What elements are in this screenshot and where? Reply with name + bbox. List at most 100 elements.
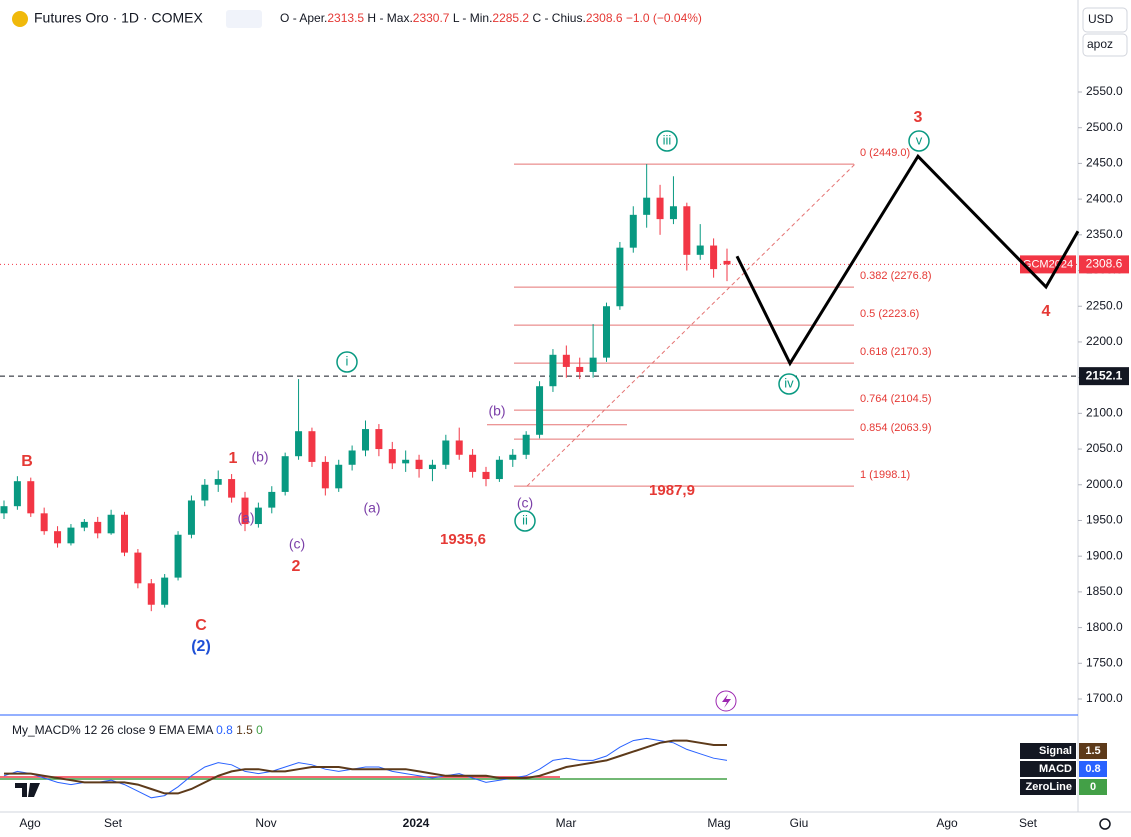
t: −1.0 (−0.04%) (626, 11, 702, 25)
candle-body (442, 440, 450, 465)
y-tick-label: 2200.0 (1086, 334, 1123, 348)
y-tick-label: 1850.0 (1086, 584, 1123, 598)
wave-label: (2) (191, 638, 211, 655)
y-tick-label: 2100.0 (1086, 406, 1123, 420)
symbol-title: Futures Oro · 1D · COMEX (34, 10, 203, 26)
badge (226, 10, 262, 28)
candle-body (415, 459, 423, 470)
candle-body (616, 247, 624, 307)
wave-label: B (21, 453, 33, 470)
x-tick-label: Mag (707, 816, 730, 830)
macd-tag-name: Signal (1039, 745, 1072, 757)
candle-body (469, 454, 477, 472)
candle-body (107, 514, 115, 534)
candle-body (187, 500, 195, 535)
t: My_MACD% 12 26 close 9 EMA EMA (12, 723, 213, 737)
symbol-icon (12, 11, 28, 27)
candle-body (562, 354, 570, 367)
fib-label: 0.764 (2104.5) (860, 393, 932, 405)
wave-circle (514, 510, 536, 532)
wave-label: 1987,9 (649, 482, 695, 499)
macd-tag-bg (1020, 743, 1076, 759)
macd-tag-value-bg (1079, 743, 1107, 759)
wave-label: (c) (289, 536, 305, 552)
y-tick-label: 2050.0 (1086, 441, 1123, 455)
y-tick-label: 1700.0 (1086, 691, 1123, 705)
macd-tag-value: 0 (1090, 781, 1096, 793)
wave-label: 1 (229, 450, 238, 467)
x-tick-label: Giu (790, 816, 809, 830)
currency[interactable]: USD (1088, 12, 1114, 26)
scale-button[interactable] (1082, 33, 1128, 57)
fib-label: 0 (2449.0) (860, 147, 910, 159)
x-tick-label: Nov (255, 816, 276, 830)
t: H (367, 11, 376, 25)
wave-circle (908, 130, 930, 152)
candle-body (375, 429, 383, 450)
currency-button[interactable] (1082, 7, 1128, 33)
candle-body (509, 454, 517, 460)
candle-body (228, 479, 236, 498)
candle-body (80, 521, 88, 528)
candle-body (482, 471, 490, 480)
macd-tag-value-bg (1079, 779, 1107, 795)
candle-body (428, 464, 436, 470)
fib-label: 0.5 (2223.6) (860, 308, 919, 320)
y-tick-label: 1750.0 (1086, 655, 1123, 669)
t: - Aper. (293, 11, 328, 25)
wave-circle (656, 130, 678, 152)
y-tick-label: 2400.0 (1086, 191, 1123, 205)
candle-body (40, 513, 48, 532)
t: - Min. (462, 11, 492, 25)
x-tick-label: Ago (936, 816, 958, 830)
wave-label: 2 (292, 558, 301, 575)
candle-body (603, 306, 610, 358)
level-tag-label: 2152.1 (1086, 368, 1123, 382)
macd-tag-bg (1020, 779, 1076, 795)
t: O (280, 11, 289, 25)
macd-tag-name: MACD (1039, 763, 1072, 775)
candle-body (536, 386, 544, 435)
candle-body (27, 481, 35, 514)
scale-mode[interactable]: apoz (1087, 37, 1113, 51)
wave-label: (b) (251, 449, 268, 465)
candle-body (589, 357, 597, 372)
fib-label: 0.382 (2276.8) (860, 270, 932, 282)
candle-body (321, 461, 329, 489)
candle-body (669, 206, 677, 220)
y-tick-label: 2550.0 (1086, 84, 1123, 98)
candle-body (696, 245, 704, 255)
candle-body (54, 531, 62, 544)
settings-icon[interactable] (1099, 818, 1111, 830)
wave-label: 1935,6 (440, 531, 486, 548)
t: - Max. (379, 11, 412, 25)
wave-label: (a) (363, 500, 380, 516)
candle-body (268, 491, 276, 508)
macd-tag-bg (1020, 761, 1076, 777)
t: 0 (256, 723, 263, 737)
candle-body (495, 459, 503, 480)
candle-body (576, 366, 584, 372)
candle-body (214, 479, 222, 485)
candle-body (281, 456, 289, 492)
candle-body (121, 514, 128, 553)
candle-body (348, 450, 356, 465)
candle-body (362, 429, 369, 451)
macd-legend: My_MACD% 12 26 close 9 EMA EMA 0.8 1.5 0 (12, 723, 263, 737)
candle-body (549, 354, 557, 387)
macd-tag-name: ZeroLine (1026, 781, 1072, 793)
wave-label: (b) (488, 403, 505, 419)
candle-body (308, 431, 316, 462)
candle-body (629, 214, 637, 248)
wave-label: ii (522, 512, 528, 527)
wave-circle (778, 373, 800, 395)
candle-body (174, 534, 182, 578)
candle-body (94, 521, 102, 534)
wave-label: iii (663, 132, 672, 147)
wave-label: v (916, 132, 923, 147)
wave-label: iv (784, 375, 794, 390)
price-tag-label: 2308.6 (1086, 257, 1123, 271)
candle-body (683, 206, 691, 255)
o: O - Aper.2313.5 H - Max.2330.7 L - Min.2… (280, 11, 702, 25)
